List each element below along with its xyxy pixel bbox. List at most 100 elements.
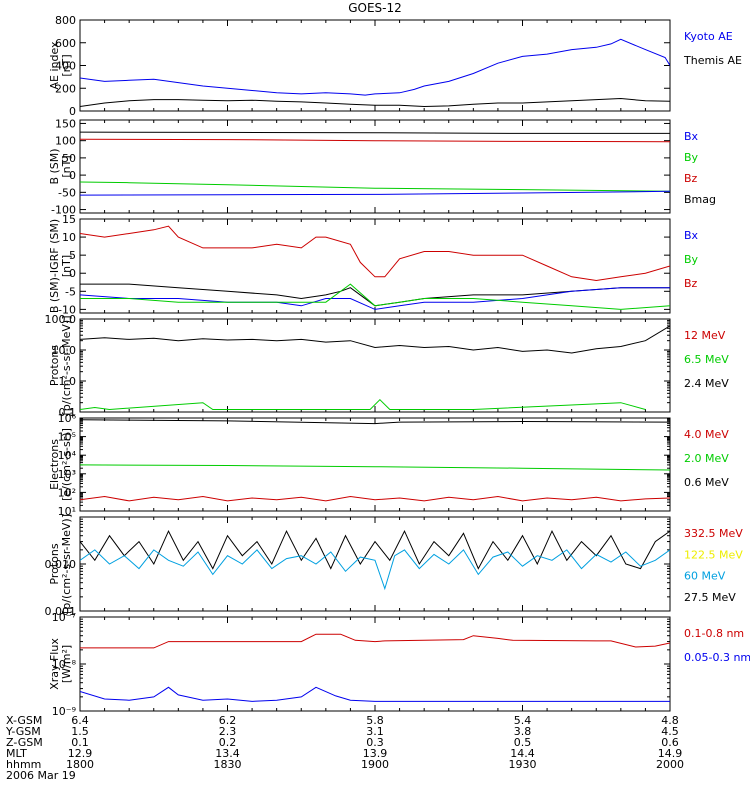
y-tick-label: 100 xyxy=(55,135,76,148)
y-axis-label: AE index xyxy=(48,41,61,90)
ephemeris-value: 1900 xyxy=(361,758,389,771)
series-line-By xyxy=(80,181,670,192)
y-tick-label: 150 xyxy=(55,117,76,130)
legend-entry: 12 MeV xyxy=(684,329,726,342)
ephemeris-value: 5.8 xyxy=(366,714,384,727)
y-tick-label: 10 xyxy=(62,231,76,244)
series-line-0-05-0-3-nm xyxy=(80,686,670,702)
ephemeris-row-label: X-GSM xyxy=(6,714,42,727)
ephemeris-value: 13.4 xyxy=(215,747,240,760)
legend-entry: 4.0 MeV xyxy=(684,428,729,441)
series-line-0-1-0-8-nm xyxy=(80,633,670,649)
y-tick-label: -50 xyxy=(58,186,76,199)
legend-entry: 0.1-0.8 nm xyxy=(684,627,744,640)
y-tick-label: 10⁻⁷ xyxy=(52,611,76,624)
series-line-2-0-MeV xyxy=(80,464,670,471)
ephemeris-value: 6.4 xyxy=(71,714,89,727)
y-tick-label: 0.1 xyxy=(59,406,77,419)
y-axis-unit: [nT] xyxy=(60,54,73,76)
panel-frame xyxy=(79,119,671,214)
y-tick-label: -10 xyxy=(58,303,76,316)
y-axis-label: B (SM)-IGRF (SM) xyxy=(48,219,61,313)
y-tick-label: 800 xyxy=(55,14,76,27)
legend-entry: 0.6 MeV xyxy=(684,476,729,489)
y-axis-label: Electrons xyxy=(48,439,61,490)
series-line-Bz xyxy=(80,225,670,282)
legend-entry: By xyxy=(684,151,699,164)
y-axis-unit: [p/(cm²-s-sr-MeV)] xyxy=(60,514,73,614)
series-line-6-5-MeV xyxy=(80,398,646,411)
legend-entry: 2.0 MeV xyxy=(684,452,729,465)
ephemeris-row-label: Z-GSM xyxy=(6,736,43,749)
series-line-Themis-AE xyxy=(80,97,670,108)
ephemeris-value: 5.4 xyxy=(514,714,532,727)
y-tick-label: 10⁶ xyxy=(58,412,77,425)
y-axis-unit: [nT] xyxy=(60,255,73,277)
ephemeris-value: 1800 xyxy=(66,758,94,771)
series-line-4-0-MeV xyxy=(80,495,670,502)
y-axis-unit: [p/(cm²-s-sr-MeV)] xyxy=(60,316,73,416)
series-line-12-MeV xyxy=(80,325,670,354)
ephemeris-value: 0.3 xyxy=(366,736,384,749)
y-tick-label: 10⁴ xyxy=(58,449,77,462)
ephemeris-value: 0.1 xyxy=(71,736,89,749)
legend-entry: 332.5 MeV xyxy=(684,527,743,540)
y-tick-label: 600 xyxy=(55,37,76,50)
legend-entry: 0.05-0.3 nm xyxy=(684,651,750,664)
y-tick-label: 1.0 xyxy=(59,375,77,388)
series-line-green xyxy=(80,283,670,310)
y-tick-label: 10² xyxy=(58,486,76,499)
series-line-Bz xyxy=(80,138,670,143)
y-tick-label: 0 xyxy=(69,267,76,280)
legend-entry: 60 MeV xyxy=(684,570,726,583)
y-tick-label: 100.0 xyxy=(45,313,77,326)
legend-entry: Bz xyxy=(684,172,698,185)
y-tick-label: 0 xyxy=(69,105,76,118)
y-tick-label: 50 xyxy=(62,152,76,165)
panel-frame xyxy=(79,616,671,712)
series-line-60-MeV xyxy=(80,549,670,591)
ephemeris-value: 4.8 xyxy=(661,714,679,727)
y-tick-label: 5 xyxy=(69,249,76,262)
y-tick-label: 0.010 xyxy=(45,558,77,571)
y-tick-label: 400 xyxy=(55,60,76,73)
y-axis-unit: [nT] xyxy=(60,155,73,177)
series-line-0-6-MeV xyxy=(80,419,670,425)
ephemeris-value: 14.9 xyxy=(658,747,683,760)
y-tick-label: 15 xyxy=(62,213,76,226)
ephemeris-value: 0.2 xyxy=(219,736,237,749)
ephemeris-row-label: MLT xyxy=(6,747,27,760)
ephemeris-row-label: Y-GSM xyxy=(5,725,41,738)
y-axis-unit: [e/(cm²-s-sr)] xyxy=(60,428,73,501)
series-line-Bx xyxy=(80,287,670,310)
series-line-Bx xyxy=(80,131,670,134)
y-tick-label: 10.0 xyxy=(52,344,77,357)
y-tick-label: 0 xyxy=(69,169,76,182)
date-label: 2006 Mar 19 xyxy=(6,769,76,782)
legend-entry: Bz xyxy=(684,277,698,290)
ephemeris-row-label: hhmm xyxy=(6,758,41,771)
ephemeris-value: 14.4 xyxy=(510,747,535,760)
panel-frame xyxy=(79,417,671,512)
y-tick-label: 10³ xyxy=(58,468,76,481)
ephemeris-value: 3.1 xyxy=(366,725,384,738)
chart-title: GOES-12 xyxy=(348,1,402,15)
ephemeris-value: 1830 xyxy=(214,758,242,771)
ephemeris-value: 3.8 xyxy=(514,725,532,738)
legend-entry: 2.4 MeV xyxy=(684,377,729,390)
y-tick-label: -100 xyxy=(51,204,76,217)
legend-entry: Bmag xyxy=(684,193,716,206)
ephemeris-value: 13.9 xyxy=(363,747,388,760)
y-axis-label: Xray Flux xyxy=(48,638,61,690)
panel-frame xyxy=(79,318,671,413)
ephemeris-value: 0.6 xyxy=(661,736,679,749)
panel-frame xyxy=(79,19,671,112)
legend-entry: Themis AE xyxy=(683,54,742,67)
legend-entry: 122.5 MeV xyxy=(684,548,743,561)
legend-entry: Bx xyxy=(684,130,699,143)
series-line-Kyoto-AE xyxy=(80,38,670,96)
legend-entry: Kyoto AE xyxy=(684,30,733,43)
ephemeris-value: 4.5 xyxy=(661,725,679,738)
ephemeris-value: 12.9 xyxy=(68,747,93,760)
